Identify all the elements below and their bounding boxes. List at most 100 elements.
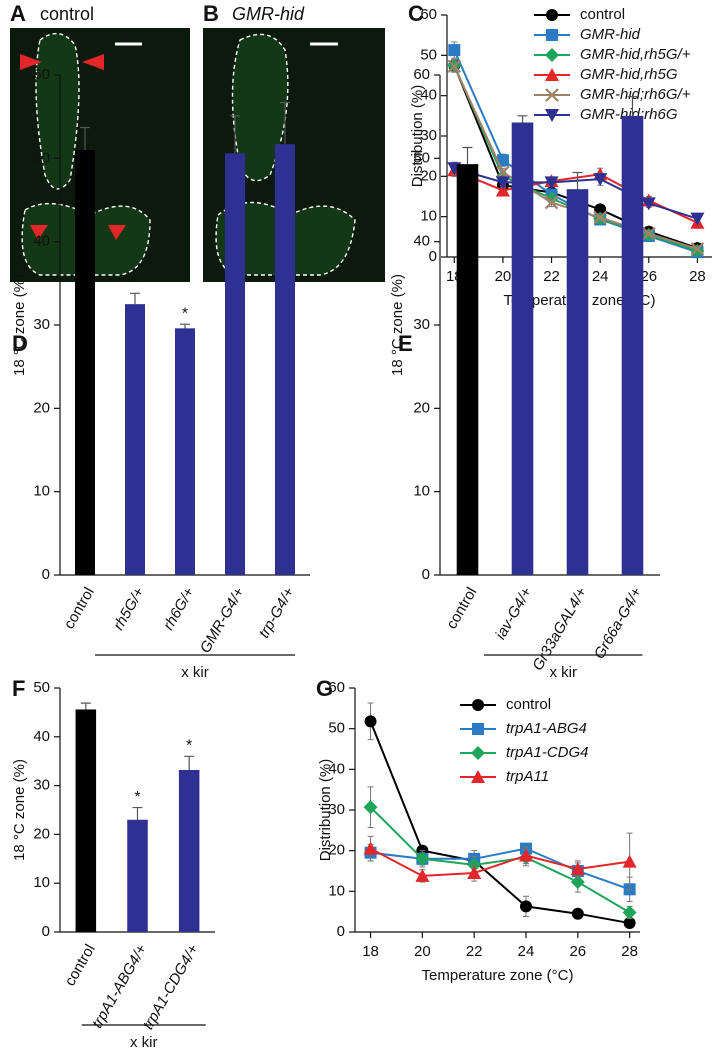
- panel-letter: C: [408, 1, 424, 26]
- error-bar: [572, 171, 583, 190]
- legend-label: GMR-hid,rh5G: [580, 66, 678, 83]
- error-bar: [627, 96, 638, 116]
- marker: [364, 715, 377, 728]
- x-tick-label: rh6G/+: [160, 584, 198, 633]
- x-tick-label: rh5G/+: [110, 584, 148, 633]
- image-label: control: [40, 4, 94, 24]
- bar: [127, 819, 148, 932]
- marker: [520, 900, 532, 913]
- x-tick-label: 28: [621, 943, 638, 960]
- legend-label: GMR-hid;rh6G/+: [580, 86, 691, 103]
- bar: [178, 769, 200, 932]
- y-tick-label: 0: [42, 566, 50, 583]
- group-label: x kir: [549, 664, 577, 681]
- marker: [363, 841, 378, 855]
- x-tick-label: 26: [640, 268, 657, 285]
- significance: *: [134, 789, 140, 806]
- marker: [545, 88, 559, 102]
- y-tick-label: 10: [420, 208, 437, 225]
- marker: [448, 44, 461, 57]
- error-bar: [80, 702, 91, 710]
- x-axis-label: Temperature zone (°C): [422, 967, 574, 984]
- marker: [471, 746, 485, 760]
- marker: [495, 176, 510, 190]
- line: [370, 847, 630, 877]
- y-axis-label: 18 °C zone (%): [389, 274, 406, 376]
- x-tick-label: 22: [466, 943, 483, 960]
- y-tick-label: 40: [413, 233, 430, 250]
- bar: [621, 115, 644, 575]
- x-tick-label: 28: [689, 268, 706, 285]
- significance: *: [132, 275, 138, 292]
- y-tick-label: 10: [413, 483, 430, 500]
- panel-letter: G: [316, 676, 333, 701]
- marker: [496, 165, 510, 180]
- bar: [225, 153, 245, 576]
- marker: [545, 48, 559, 62]
- x-tick-label: GMR-G4/+: [197, 584, 248, 656]
- y-tick-label: 60: [328, 679, 345, 696]
- y-tick-label: 50: [33, 149, 50, 166]
- marker: [363, 800, 378, 815]
- marker: [594, 203, 607, 216]
- bar: [175, 328, 195, 575]
- y-tick-label: 20: [413, 399, 430, 416]
- x-tick-label: trpA1-ABG4/+: [89, 941, 151, 1031]
- y-tick-label: 10: [33, 483, 50, 500]
- error-bar: [80, 126, 90, 150]
- x-tick-label: 18: [362, 943, 379, 960]
- group-label: x kir: [130, 1034, 158, 1050]
- marker: [467, 866, 482, 880]
- error-bar: [230, 115, 240, 154]
- x-tick-label: 22: [543, 268, 560, 285]
- marker: [472, 723, 484, 735]
- significance: *: [186, 738, 192, 755]
- panel-letter: D: [12, 331, 28, 356]
- y-tick-label: 30: [33, 316, 50, 333]
- y-tick-label: 30: [328, 801, 345, 818]
- panel-letter: B: [203, 1, 219, 26]
- marker: [571, 907, 584, 920]
- legend-label: GMR-hid,rh5G/+: [580, 46, 691, 63]
- y-tick-label: 20: [33, 825, 50, 842]
- bar: [456, 164, 479, 575]
- marker: [472, 699, 484, 711]
- x-tick-label: 26: [569, 943, 586, 960]
- image-label: GMR-hid: [232, 4, 305, 24]
- y-tick-label: 50: [33, 679, 50, 696]
- bar: [275, 144, 295, 575]
- marker: [415, 868, 430, 882]
- y-tick-label: 0: [42, 923, 50, 940]
- x-tick-label: Gr33aGAL4/+: [529, 584, 590, 673]
- legend-label: GMR-hid: [580, 26, 641, 43]
- error-bar: [130, 292, 140, 305]
- error-bar: [280, 101, 290, 145]
- marker: [593, 173, 608, 187]
- marker: [519, 848, 533, 862]
- marker: [570, 861, 585, 875]
- legend-label: control: [580, 6, 625, 23]
- y-tick-label: 0: [337, 923, 345, 940]
- y-tick-label: 20: [33, 399, 50, 416]
- y-tick-label: 50: [328, 720, 345, 737]
- panel-letter: A: [10, 1, 26, 26]
- line: [453, 169, 698, 224]
- error-bar: [180, 323, 190, 329]
- legend-label: trpA1-CDG4: [506, 744, 589, 761]
- panel-letter: E: [398, 331, 413, 356]
- marker: [495, 183, 510, 197]
- marker: [690, 212, 705, 226]
- y-axis-label: Distribution (%): [317, 759, 334, 862]
- panel-letter: F: [12, 676, 25, 701]
- y-tick-label: 60: [420, 6, 437, 23]
- y-tick-label: 40: [328, 760, 345, 777]
- x-tick-label: 20: [414, 943, 431, 960]
- legend-label: control: [506, 696, 551, 713]
- y-tick-label: 10: [328, 882, 345, 899]
- y-tick-label: 30: [413, 316, 430, 333]
- y-tick-label: 50: [413, 149, 430, 166]
- bar: [566, 189, 589, 575]
- marker: [415, 851, 430, 866]
- x-tick-label: 24: [592, 268, 609, 285]
- bar: [125, 304, 145, 575]
